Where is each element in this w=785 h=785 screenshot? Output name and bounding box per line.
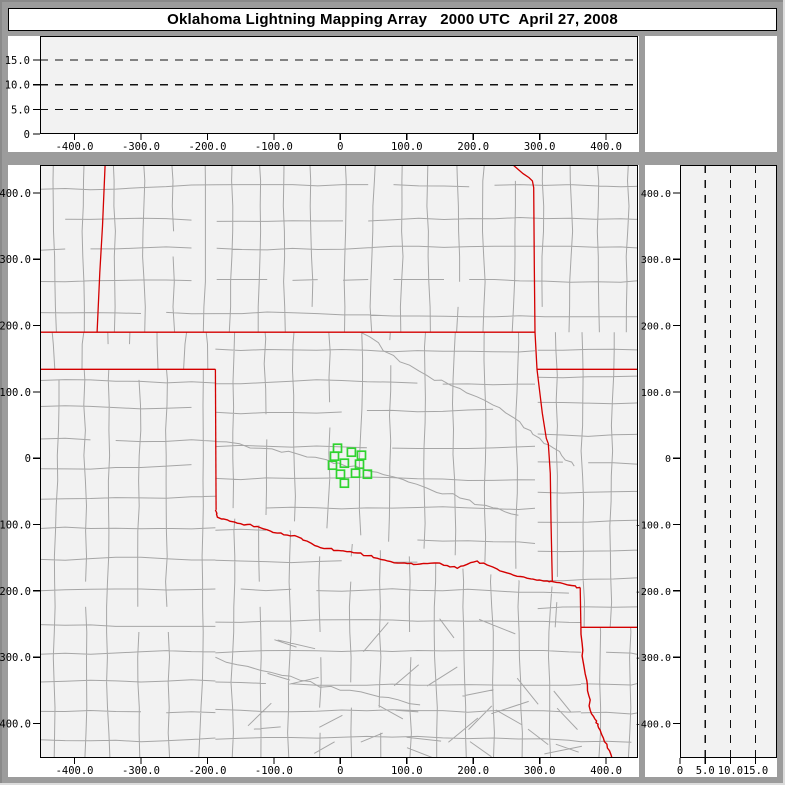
y-tick-label: -200.0 [0, 586, 31, 598]
map-axes: 400.0 300.0 200.0 100.0 0 -100.0 -200.0 -300.0 -… [0, 188, 622, 777]
y-tick-label: 100.0 [641, 388, 671, 399]
y-tick-label: -300.0 [0, 652, 31, 664]
texas-louisiana-border [580, 627, 613, 758]
lma-stations [327, 443, 373, 489]
y-tick-label: 0 [24, 129, 30, 141]
plot-frame [680, 165, 777, 758]
lma-station-marker [339, 458, 350, 469]
x-tick-label: -300.0 [122, 141, 160, 153]
y-tick-label: 300.0 [0, 254, 31, 266]
x-tick-label: 100.0 [391, 141, 423, 153]
x-tick-label: 0 [677, 765, 683, 777]
y-tick-label: 400.0 [0, 188, 31, 200]
y-tick-label: 10.0 [5, 80, 30, 92]
corner-box [645, 36, 777, 152]
x-tick-label: -100.0 [255, 141, 293, 153]
x-tick-label: 0 [337, 141, 343, 153]
lma-station-marker [346, 447, 357, 458]
plot-frame [40, 36, 638, 134]
x-tick-label: 15.0 [743, 765, 768, 777]
plan-view-map-panel: 400.0 300.0 200.0 100.0 0 -100.0 -200.0 -300.0 -… [0, 165, 639, 777]
brazos-river [215, 656, 421, 706]
y-tick-label: 200.0 [0, 321, 31, 333]
kansas-colorado-border [96, 165, 106, 333]
lma-station-marker [362, 469, 373, 480]
y-tick-label: 15.0 [5, 55, 30, 67]
lma-station-marker [329, 451, 340, 462]
canadian-river [215, 441, 519, 516]
y-tick-label: -100.0 [0, 520, 31, 532]
y-tick-label: -300.0 [635, 653, 671, 664]
x-tick-label: 200.0 [457, 765, 489, 777]
y-tick-label: 300.0 [641, 255, 671, 266]
top-panel-axes: 15.0 10.0 5.0 0 -400.0 -300.0 -200.0 -100.0 0 100… [5, 55, 622, 153]
altitude-vs-east-panel: 15.0 10.0 5.0 0 -400.0 -300.0 -200.0 -100.0 0 100… [5, 36, 639, 153]
y-tick-label: 200.0 [641, 322, 671, 333]
county-map-canvas: 400.0 300.0 200.0 100.0 0 -100.0 -200.0 -300.0 -… [0, 165, 638, 777]
lma-station-marker [339, 478, 350, 489]
rivers [215, 331, 575, 706]
x-tick-label: 300.0 [524, 141, 556, 153]
plot-frame [40, 165, 638, 758]
plot-background [680, 165, 777, 758]
x-tick-label: 300.0 [524, 765, 556, 777]
y-tick-label: -100.0 [635, 521, 671, 532]
y-tick-label: 0 [665, 454, 671, 465]
state-borders [40, 165, 638, 758]
x-tick-label: -400.0 [56, 141, 94, 153]
x-tick-label: -100.0 [255, 765, 293, 777]
window-title: Oklahoma Lightning Mapping Array 2000 UT… [167, 11, 618, 28]
x-tick-label: -400.0 [56, 765, 94, 777]
red-river [214, 509, 581, 589]
x-tick-label: -300.0 [122, 765, 160, 777]
altitude-vs-north-panel: 400.0 300.0 200.0 100.0 0 -100.0 -200.0 -300.0 -… [635, 165, 777, 777]
arkansas-river [360, 331, 575, 467]
title-bar: Oklahoma Lightning Mapping Array 2000 UT… [8, 8, 777, 31]
altitude-gridlines [40, 59, 638, 110]
x-tick-label: 200.0 [457, 141, 489, 153]
y-tick-label: 0 [25, 453, 31, 465]
x-tick-label: -200.0 [188, 765, 226, 777]
altitude-north-canvas: 400.0 300.0 200.0 100.0 0 -100.0 -200.0 -300.0 -… [635, 165, 777, 777]
texas-arkansas-border [579, 587, 582, 628]
lma-station-marker [356, 450, 367, 461]
x-tick-label: 0 [337, 765, 343, 777]
lma-station-marker [335, 469, 346, 480]
plot-background [40, 36, 638, 134]
x-tick-label: -200.0 [188, 141, 226, 153]
altitude-east-canvas: 15.0 10.0 5.0 0 -400.0 -300.0 -200.0 -100.0 0 100… [5, 36, 638, 153]
lma-station-marker [350, 468, 361, 479]
lma-station-marker [354, 459, 365, 470]
y-tick-label: -400.0 [0, 719, 31, 731]
y-tick-label: 400.0 [641, 189, 671, 200]
county-boundaries [40, 165, 638, 758]
x-tick-label: 400.0 [590, 765, 622, 777]
y-tick-label: -200.0 [635, 587, 671, 598]
x-tick-label: 400.0 [590, 141, 622, 153]
east-state-border [512, 165, 553, 582]
x-tick-label: 10.0 [718, 765, 743, 777]
texas-oklahoma-meridian [214, 369, 217, 510]
y-tick-label: 5.0 [11, 104, 30, 116]
right-panel-axes: 400.0 300.0 200.0 100.0 0 -100.0 -200.0 -300.0 -… [635, 189, 768, 777]
x-tick-label: 100.0 [391, 765, 423, 777]
lma-station-marker [327, 460, 338, 471]
y-tick-label: -400.0 [635, 720, 671, 731]
y-tick-label: 100.0 [0, 387, 31, 399]
x-tick-label: 5.0 [696, 765, 715, 777]
